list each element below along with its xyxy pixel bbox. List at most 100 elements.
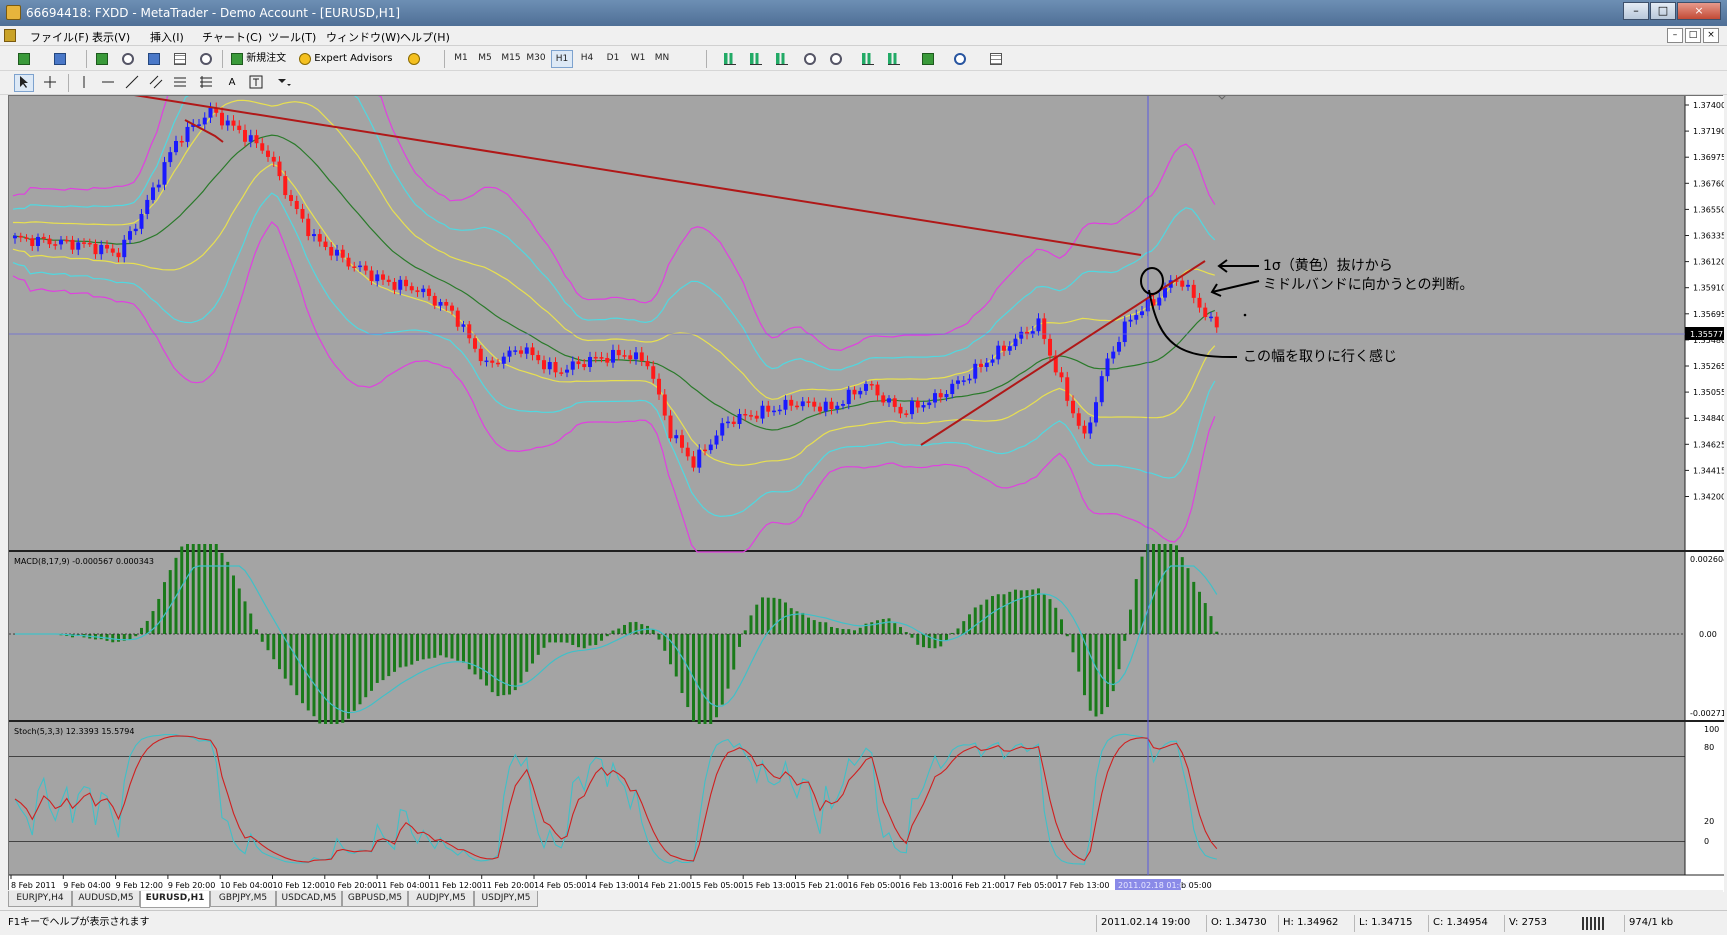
chart-shift-marker [1216,93,1228,100]
macd-bar [289,634,293,686]
new-chart-button[interactable] [14,50,34,68]
alert-button[interactable] [404,50,424,68]
crosshair-tool[interactable] [40,74,60,92]
tab-gbpjpy-m5[interactable]: GBPJPY,M5 [210,891,276,907]
zoom-in-button[interactable] [800,50,820,68]
status-help-text: F1キーでヘルプが表示されます [8,917,150,928]
candle-body [823,401,828,412]
timeframe-w1[interactable]: W1 [630,53,646,63]
timeframe-d1[interactable]: D1 [606,53,620,63]
trendline-tool[interactable] [122,74,142,92]
line-chart-button[interactable] [772,50,792,68]
candle-body [329,246,334,256]
zoom-out-button[interactable] [826,50,846,68]
indicators-button[interactable] [918,50,938,68]
chart-canvas[interactable]: 1.37400 1.37190 1.36975 1.36760 1.36550 1.363… [9,90,1727,892]
macd-bar [249,613,253,634]
candle-body [41,236,46,239]
candle-body [536,355,541,361]
tab-usdcad-m5[interactable]: USDCAD,M5 [276,891,342,907]
main-chart-background[interactable] [9,96,1685,550]
text-label-tool[interactable] [246,74,266,92]
strategy-tester-button[interactable] [196,50,216,68]
candlestick-button[interactable] [746,50,766,68]
menu-help[interactable]: ヘルプ(H) [400,31,450,44]
expert-advisors-button[interactable]: Expert Advisors [296,50,394,68]
timeframe-h1[interactable]: H1 [551,50,573,68]
timeframe-mn[interactable]: MN [654,53,670,63]
descending-trendline[interactable] [108,90,1142,256]
close-button[interactable]: × [1677,2,1721,20]
candle-body [685,447,690,457]
macd-scale [1685,552,1724,720]
auto-scroll-button[interactable] [884,50,904,68]
timeframe-m1[interactable]: M1 [454,53,468,63]
tile-windows-button[interactable] [858,50,878,68]
data-window-button[interactable] [144,50,164,68]
new-chart-icon [18,53,30,65]
menu-tools[interactable]: ツール(T) [268,31,317,44]
stoch-label: Stoch(5,3,3) 12.3393 15.5794 [14,727,134,736]
status-high: H: 1.34962 [1278,915,1338,932]
periods-button[interactable] [950,50,970,68]
new-order-button[interactable]: 新規注文 [228,50,294,68]
macd-bar [979,604,983,634]
candle-body [731,421,736,424]
macd-background[interactable] [9,552,1685,720]
text-tool[interactable]: A [228,77,236,88]
profiles-button[interactable] [50,50,70,68]
timeframe-h4[interactable]: H4 [580,53,594,63]
price-tick-label: 1.37400 [1693,101,1724,110]
macd-bar [835,628,839,634]
cursor-tool[interactable] [14,74,34,92]
tab-audjpy-m5[interactable]: AUDJPY,M5 [408,891,474,907]
vertical-line-tool[interactable] [74,74,94,92]
macd-bar [226,561,230,634]
tab-usdjpy-m5[interactable]: USDJPY,M5 [474,891,538,907]
annotation-dot [1243,313,1247,317]
candle-body [220,112,224,126]
maximize-button[interactable]: □ [1650,2,1676,20]
candle-body [191,124,196,127]
menu-file[interactable]: ファイル(F) [30,31,89,44]
macd-bar [646,625,649,634]
time-tick-label: 16 Feb 21:00 [952,881,1004,890]
menu-view[interactable]: 表示(V) [92,31,131,44]
equidistant-channel-tool[interactable] [146,74,166,92]
candle-body [864,384,868,391]
tab-gbpusd-m5[interactable]: GBPUSD,M5 [342,891,408,907]
fibonacci-tool[interactable] [170,74,190,92]
terminal-button[interactable] [170,50,190,68]
window-title: 66694418: FXDD - MetaTrader - Demo Accou… [26,6,401,20]
document-icon[interactable] [4,29,16,42]
chart-window[interactable]: 1.37400 1.37190 1.36975 1.36760 1.36550 1.363… [8,90,1727,893]
fibonacci-fan-tool[interactable] [196,74,216,92]
mdi-minimize-button[interactable]: – [1667,28,1683,43]
arrows-tool[interactable] [274,74,294,92]
candle-body [1105,358,1110,377]
market-watch-button[interactable] [92,50,112,68]
macd-bar [128,634,132,640]
menu-bar: ファイル(F) 表示(V) 挿入(I) チャート(C) ツール(T) ウィンドウ… [0,26,1727,46]
menu-window[interactable]: ウィンドウ(W) [326,31,401,44]
candle-body [283,176,288,196]
timeframe-m30[interactable]: M30 [526,53,546,63]
tab-audusd-m5[interactable]: AUDUSD,M5 [72,891,140,907]
menu-chart[interactable]: チャート(C) [202,31,263,44]
templates-button[interactable] [986,50,1006,68]
timeframe-m5[interactable]: M5 [478,53,492,63]
stoch-background[interactable] [9,722,1685,875]
minimize-button[interactable]: – [1623,2,1649,20]
macd-bar [927,634,931,649]
mdi-restore-button[interactable]: □ [1685,28,1701,43]
mdi-close-button[interactable]: × [1703,28,1719,43]
peak-trendline[interactable] [184,119,224,143]
timeframe-m15[interactable]: M15 [501,53,521,63]
navigator-button[interactable] [118,50,138,68]
tab-eurusd-h1[interactable]: EURUSD,H1 [140,891,210,908]
candle-body [570,361,575,370]
bar-chart-button[interactable] [720,50,740,68]
menu-insert[interactable]: 挿入(I) [150,31,184,44]
horizontal-line-tool[interactable] [98,74,118,92]
tab-eurjpy-h4[interactable]: EURJPY,H4 [8,891,72,907]
